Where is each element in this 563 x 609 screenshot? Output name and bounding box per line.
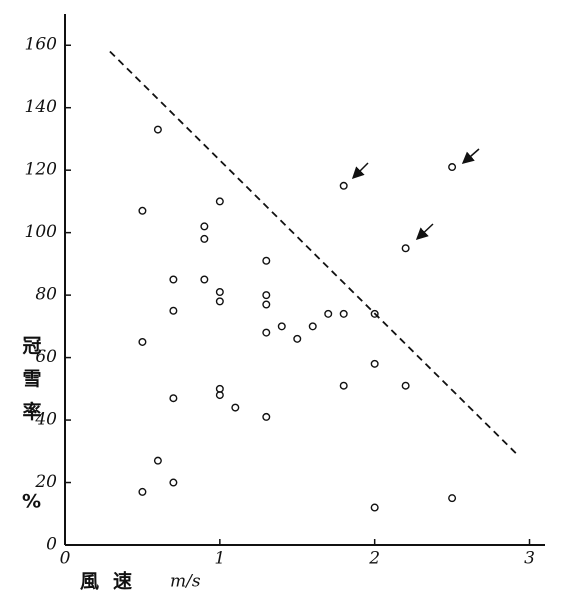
x-tick-label: 0 <box>60 549 71 569</box>
y-tick-label: 100 <box>25 222 58 242</box>
arrow <box>415 223 434 241</box>
y-tick-label: 80 <box>35 285 57 305</box>
point <box>448 163 457 172</box>
y-tick-label: 0 <box>46 535 57 555</box>
reference-line <box>109 50 518 456</box>
point <box>169 394 178 403</box>
point <box>339 309 348 318</box>
y-axis-unit: % <box>22 491 41 513</box>
point <box>277 322 286 331</box>
point <box>448 494 457 503</box>
point <box>401 244 410 253</box>
y-tick-label: 160 <box>25 35 58 55</box>
point <box>200 222 209 231</box>
arrow <box>351 162 369 180</box>
point <box>200 234 209 243</box>
point <box>138 337 147 346</box>
arrow <box>461 148 480 164</box>
point <box>215 391 224 400</box>
y-tick-label: 40 <box>34 410 57 430</box>
y-tick-label: 20 <box>34 472 57 492</box>
point <box>339 381 348 390</box>
x-tick-label: 3 <box>524 549 535 569</box>
point <box>339 181 348 190</box>
y-tick-label: 60 <box>35 347 57 367</box>
x-axis-label: 風速 <box>80 570 146 593</box>
x-axis-unit: m/s <box>170 572 201 592</box>
point <box>262 328 271 337</box>
x-tick-label: 1 <box>214 549 225 569</box>
point <box>231 403 240 412</box>
arrows <box>351 148 480 241</box>
point <box>370 503 379 512</box>
point <box>370 309 379 318</box>
point <box>293 334 302 343</box>
point <box>153 456 162 465</box>
y-axis-label: 冠雪率 <box>20 335 42 434</box>
point <box>169 478 178 487</box>
point <box>370 359 379 368</box>
point <box>169 275 178 284</box>
point <box>153 125 162 134</box>
point <box>262 412 271 421</box>
point <box>215 197 224 206</box>
y-tick-label: 120 <box>25 160 58 180</box>
x-tick-label: 2 <box>368 549 380 569</box>
point <box>215 287 224 296</box>
point <box>138 206 147 215</box>
point <box>215 297 224 306</box>
point <box>324 309 333 318</box>
point <box>200 275 209 284</box>
point <box>169 306 178 315</box>
y-tick-label: 140 <box>25 97 58 117</box>
point <box>138 487 147 496</box>
point <box>262 256 271 265</box>
point <box>308 322 317 331</box>
point <box>262 300 271 309</box>
point <box>262 291 271 300</box>
point <box>401 381 410 390</box>
